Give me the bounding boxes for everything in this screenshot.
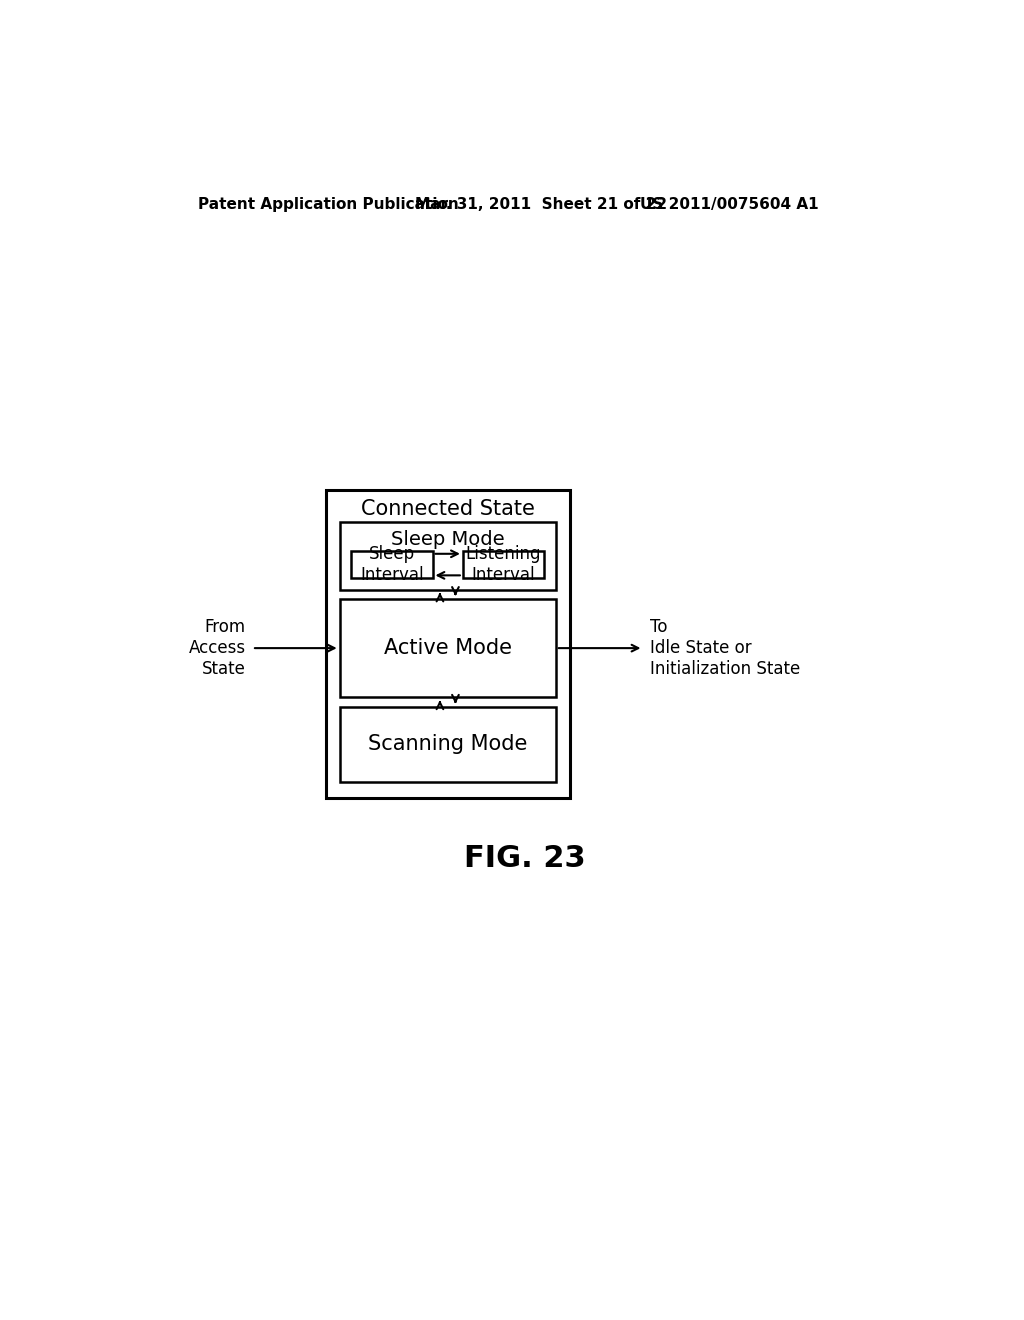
Bar: [340, 521, 556, 590]
Bar: [340, 706, 556, 781]
Bar: [351, 552, 432, 578]
Text: Scanning Mode: Scanning Mode: [368, 734, 527, 754]
Text: US 2011/0075604 A1: US 2011/0075604 A1: [640, 197, 818, 213]
Text: Patent Application Publication: Patent Application Publication: [198, 197, 459, 213]
Text: Listening
Interval: Listening Interval: [466, 545, 542, 583]
Text: Active Mode: Active Mode: [384, 638, 512, 659]
Text: Sleep
Interval: Sleep Interval: [360, 545, 424, 583]
Bar: [340, 599, 556, 697]
Bar: [326, 490, 569, 797]
Bar: [463, 552, 544, 578]
Text: Mar. 31, 2011  Sheet 21 of 22: Mar. 31, 2011 Sheet 21 of 22: [415, 197, 667, 213]
Text: Connected State: Connected State: [360, 499, 535, 519]
Text: From
Access
State: From Access State: [188, 618, 246, 678]
Text: FIG. 23: FIG. 23: [464, 843, 586, 873]
Text: To
Idle State or
Initialization State: To Idle State or Initialization State: [649, 618, 800, 678]
Text: Sleep Mode: Sleep Mode: [391, 529, 505, 549]
